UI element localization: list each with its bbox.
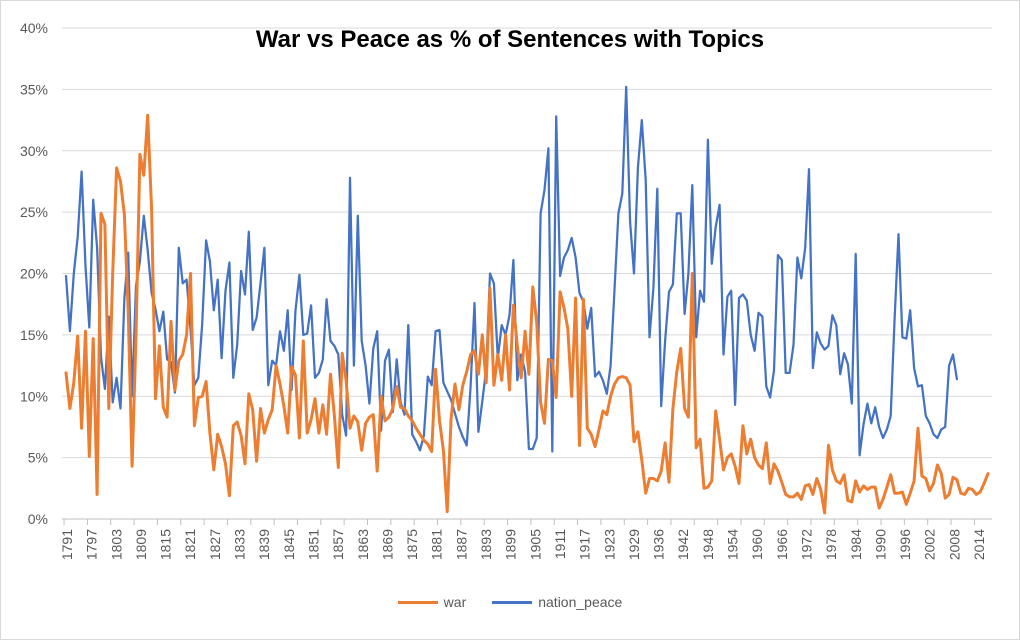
x-tick-label: 1851 (305, 529, 321, 560)
series-line-war (64, 113, 990, 515)
x-tick-label: 1869 (379, 529, 395, 560)
legend-label-nation-peace: nation_peace (538, 594, 623, 610)
legend-label-war: war (443, 594, 467, 610)
x-tick-label: 1797 (84, 529, 100, 560)
series-line-nation-peace (64, 85, 959, 457)
x-tick-label: 1833 (232, 529, 248, 560)
x-tick-label: 1990 (872, 529, 888, 560)
x-tick-label: 1936 (651, 529, 667, 560)
y-tick-label: 40% (20, 20, 48, 36)
y-tick-label: 10% (20, 388, 48, 404)
x-tick-label: 1929 (626, 529, 642, 560)
y-tick-label: 30% (20, 143, 48, 159)
x-tick-label: 1905 (527, 529, 543, 560)
x-tick-label: 1996 (897, 529, 913, 560)
y-tick-label: 15% (20, 327, 48, 343)
x-tick-label: 1948 (700, 529, 716, 560)
x-tick-label: 1954 (725, 529, 741, 560)
legend-swatch-war (397, 600, 438, 604)
legend: war nation_peace (0, 594, 1020, 610)
x-tick-label: 2002 (922, 529, 938, 560)
x-tick-label: 1845 (281, 529, 297, 560)
x-tick-label: 1827 (207, 529, 223, 560)
gridlines (62, 27, 992, 520)
x-tick-label: 1972 (798, 529, 814, 560)
legend-item-nation-peace: nation_peace (492, 594, 622, 610)
x-tick-label: 1923 (601, 529, 617, 560)
x-tick-label: 1966 (774, 529, 790, 560)
y-tick-label: 35% (20, 81, 48, 97)
x-tick-label: 1839 (256, 529, 272, 560)
legend-swatch-nation-peace (492, 600, 533, 604)
x-tick-label: 1881 (429, 529, 445, 560)
legend-item-war: war (397, 594, 467, 610)
x-tick-label: 1821 (182, 529, 198, 560)
x-tick-label: 1863 (355, 529, 371, 560)
x-tick-label: 1984 (848, 529, 864, 560)
x-tick-label: 1887 (453, 529, 469, 560)
x-tick-label: 1815 (158, 529, 174, 560)
y-tick-label: 5% (28, 450, 48, 466)
series-lines (64, 85, 990, 515)
x-tick-label: 1917 (577, 529, 593, 560)
x-tick-label: 1809 (133, 529, 149, 560)
x-tick-label: 1911 (552, 529, 568, 559)
x-tick-label: 1893 (478, 529, 494, 560)
x-tick-label: 1875 (404, 529, 420, 560)
x-tick-label: 1960 (749, 529, 765, 560)
x-tick-label: 1899 (503, 529, 519, 560)
y-tick-label: 0% (28, 511, 48, 527)
x-tick-label: 2014 (971, 529, 987, 560)
x-axis: 1791 1797 1803 1809 1815 1821 1827 1833 1839 1845… (59, 519, 987, 560)
x-tick-label: 1978 (823, 529, 839, 560)
x-tick-label: 2008 (946, 529, 962, 560)
x-tick-label: 1942 (675, 529, 691, 560)
chart-title: War vs Peace as % of Sentences with Topi… (255, 26, 765, 53)
y-tick-label: 25% (20, 204, 48, 220)
y-tick-label: 20% (20, 266, 48, 282)
x-tick-label: 1791 (59, 529, 75, 560)
y-axis-ticks: 0% 5% 10% 15% 20% 25% 30% 35% 40% (20, 20, 48, 527)
x-tick-label: 1803 (108, 529, 124, 560)
x-tick-label: 1857 (330, 529, 346, 560)
